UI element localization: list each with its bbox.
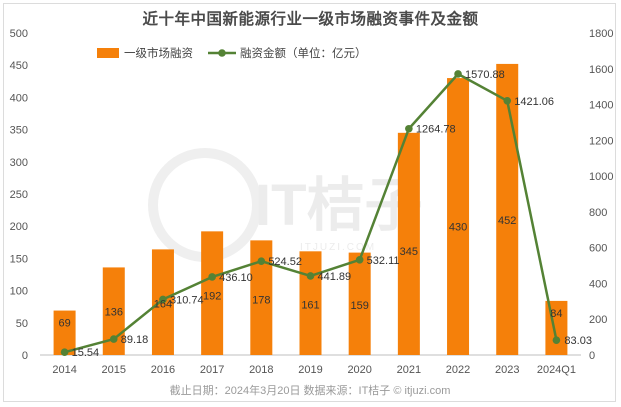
legend-line-label: 融资金额（单位：亿元） [240, 46, 367, 60]
line-point [306, 272, 315, 280]
y-left-tick-label: 400 [10, 92, 28, 104]
watermark-text: IT桔子 [255, 173, 423, 238]
y-right-tick-label: 0 [589, 350, 595, 362]
x-tick-label: 2021 [397, 364, 421, 376]
y-right-tick-label: 1600 [589, 64, 613, 76]
y-left-tick-label: 200 [10, 221, 28, 233]
line-point [355, 256, 364, 264]
bar [299, 251, 322, 355]
y-left-tick-label: 300 [10, 157, 28, 169]
watermark-subtext: ITJUZI.COM [300, 242, 376, 253]
line-value-labels: 15.54 89.18 310.74 436.10 524.52 441.89 532.11… [72, 69, 592, 359]
footer: 截止日期：2024年3月20日 数据来源：IT桔子 © itjuzi.com [170, 383, 451, 397]
line-value-label: 83.03 [564, 335, 592, 347]
bar-value-label: 69 [58, 318, 70, 330]
legend: 一级市场融资 融资金额（单位：亿元） [97, 46, 367, 60]
line-value-label: 15.54 [72, 347, 100, 359]
y-left-tick-label: 0 [22, 350, 28, 362]
bar [397, 132, 420, 355]
x-tick-label: 2015 [102, 364, 126, 376]
line-point [109, 335, 118, 343]
legend-bar-label: 一级市场融资 [124, 46, 193, 60]
bar-series [53, 63, 568, 356]
bar-value-labels: 69 136 164 192 178 161 159 345 430 452 84 [58, 215, 562, 330]
bar [348, 252, 371, 355]
y-left-tick-label: 150 [10, 253, 28, 265]
bar [250, 240, 273, 355]
line-value-label: 436.10 [219, 272, 253, 284]
y-right-tick-label: 1800 [589, 28, 613, 40]
y-right-tick-label: 400 [589, 278, 607, 290]
line-point [60, 348, 69, 357]
line-series [60, 70, 561, 357]
line-point [405, 124, 413, 133]
x-tick-label: 2019 [298, 364, 322, 376]
x-tick-label: 2024Q1 [537, 364, 576, 376]
x-tick-label: 2018 [249, 364, 273, 376]
x-tick-label: 2014 [52, 364, 76, 376]
line-point [454, 70, 462, 78]
line-value-label: 310.74 [170, 294, 204, 306]
bar [447, 78, 470, 355]
line-value-label: 532.11 [367, 255, 400, 267]
y-right-tick-label: 200 [589, 314, 607, 326]
bar-value-label: 178 [252, 294, 270, 306]
line-point [208, 273, 216, 281]
line-value-label: 89.18 [121, 334, 149, 346]
y-left-tick-label: 250 [10, 189, 28, 201]
bar-value-label: 164 [154, 298, 172, 310]
bar-value-label: 430 [449, 221, 467, 233]
y-left-tick-label: 500 [10, 28, 28, 40]
y-left-tick-label: 350 [10, 125, 28, 137]
x-tick-label: 2022 [446, 364, 470, 376]
bar-value-label: 192 [203, 290, 221, 302]
bar-value-label: 452 [498, 215, 516, 227]
y-left-tick-label: 100 [10, 286, 28, 298]
line-value-label: 1264.78 [416, 124, 456, 136]
y-right-tick-label: 1200 [589, 135, 613, 147]
y-axis-right: 0 200 400 600 800 1000 1200 1400 1600 1800 [589, 28, 613, 362]
bar [496, 63, 519, 356]
chart-title: 近十年中国新能源行业一级市场融资事件及金额 [142, 11, 479, 28]
y-right-tick-label: 1000 [589, 171, 613, 183]
legend-bar-swatch [97, 48, 119, 58]
bar-value-label: 136 [105, 307, 123, 319]
x-tick-label: 2016 [151, 364, 175, 376]
legend-line-marker [218, 49, 226, 57]
y-right-tick-label: 600 [589, 243, 607, 255]
x-tick-label: 2020 [347, 364, 371, 376]
line-point [159, 295, 167, 304]
x-tick-label: 2017 [200, 364, 224, 376]
x-tick-label: 2023 [495, 364, 519, 376]
y-right-tick-label: 1400 [589, 100, 613, 112]
y-left-tick-label: 50 [16, 318, 28, 330]
y-axis-left: 0 50 100 150 200 250 300 350 400 450 500 [10, 28, 28, 362]
bar-value-label: 84 [550, 308, 562, 320]
line-value-label: 1421.06 [514, 96, 554, 108]
line-value-label: 524.52 [268, 256, 302, 268]
watermark-logo: IT桔子 ITJUZI.COM [148, 148, 423, 262]
x-axis: 2014 2015 2016 2017 2018 2019 2020 2021 2022 2023… [40, 354, 581, 376]
bar-value-label: 345 [400, 246, 418, 258]
bar-value-label: 161 [301, 299, 319, 311]
line-value-label: 1570.88 [465, 69, 505, 81]
line-point [257, 257, 266, 265]
bar-value-label: 159 [351, 300, 369, 312]
footer-source-text: 截止日期：2024年3月20日 数据来源：IT桔子 © itjuzi.com [170, 383, 451, 397]
y-left-tick-label: 450 [10, 60, 28, 72]
line-value-label: 441.89 [318, 271, 352, 283]
line-point [503, 96, 512, 105]
bar [53, 310, 76, 355]
y-right-tick-label: 800 [589, 207, 607, 219]
line-point [552, 336, 561, 344]
bar [201, 231, 224, 355]
